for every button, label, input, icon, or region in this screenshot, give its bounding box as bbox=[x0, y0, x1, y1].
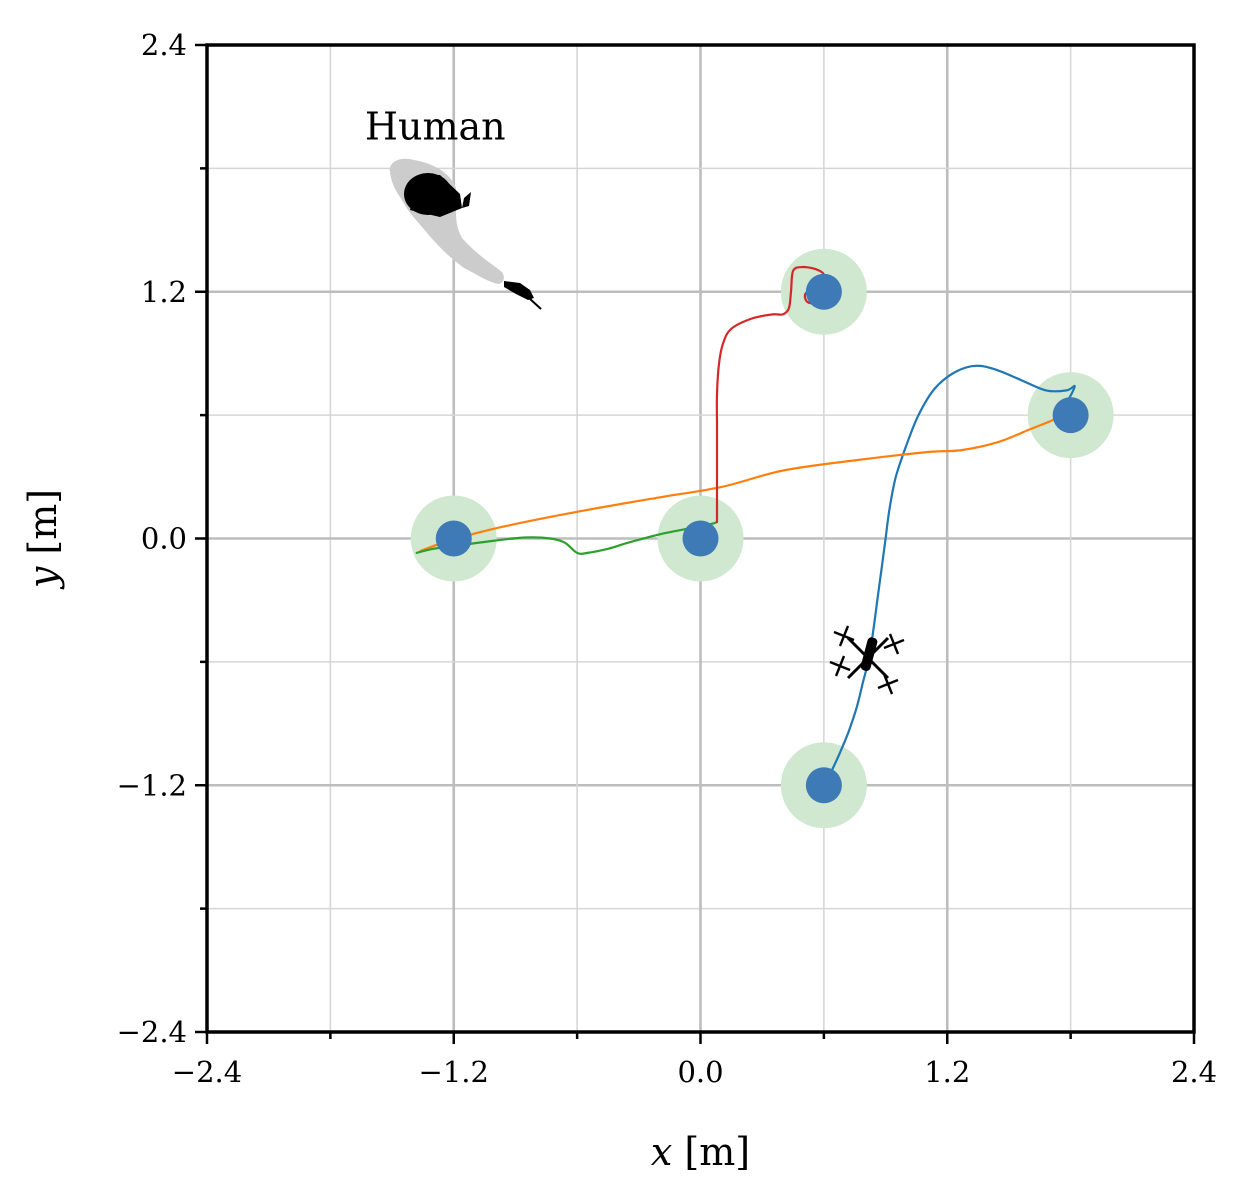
y-tick-label: 2.4 bbox=[141, 28, 187, 62]
trajectory-line-3 bbox=[415, 520, 719, 555]
y-tick-label: 0.0 bbox=[141, 522, 187, 556]
drone-rotor bbox=[833, 625, 855, 647]
drone-rotor bbox=[877, 673, 899, 695]
x-tick-label: 1.2 bbox=[924, 1055, 970, 1089]
drone-icon bbox=[829, 625, 905, 695]
tick-layer: −2.4 −1.2 0.0 1.2 2.4 −2.4 −1.2 0.0 1.2 2.4 bbox=[117, 28, 1217, 1089]
x-tick-label: −1.2 bbox=[419, 1055, 489, 1089]
y-axis-label: y [m] bbox=[21, 489, 65, 590]
annotation-layer: Human bbox=[365, 104, 506, 148]
human-ear bbox=[462, 192, 471, 208]
axis-labels: x [m] y [m] bbox=[21, 489, 750, 1174]
drone-rotor bbox=[829, 655, 851, 677]
waypoint-layer bbox=[435, 273, 1089, 804]
human-shadow bbox=[389, 158, 504, 284]
trajectory-line-2 bbox=[419, 414, 1064, 552]
human-pointer bbox=[517, 287, 542, 310]
y-tick-label: 1.2 bbox=[141, 275, 187, 309]
x-tick-label: 2.4 bbox=[1171, 1055, 1217, 1089]
trajectory-line-1 bbox=[820, 364, 1076, 797]
x-axis-label: x [m] bbox=[651, 1130, 750, 1174]
waypoint-marker bbox=[682, 520, 719, 557]
waypoint-marker bbox=[435, 520, 472, 557]
human-annotation: Human bbox=[365, 104, 506, 148]
waypoint-marker bbox=[805, 767, 842, 804]
y-tick-label: −2.4 bbox=[117, 1015, 187, 1049]
x-tick-label: −2.4 bbox=[172, 1055, 242, 1089]
y-tick-label: −1.2 bbox=[117, 768, 187, 802]
x-tick-label: 0.0 bbox=[677, 1055, 723, 1089]
human-figure bbox=[389, 158, 542, 310]
waypoint-marker bbox=[1052, 397, 1089, 434]
human-head-fringe bbox=[410, 175, 462, 217]
drone-body bbox=[860, 637, 878, 671]
drone-rotor bbox=[883, 633, 905, 655]
trajectory-layer bbox=[415, 265, 1076, 797]
waypoint-marker bbox=[805, 273, 842, 310]
